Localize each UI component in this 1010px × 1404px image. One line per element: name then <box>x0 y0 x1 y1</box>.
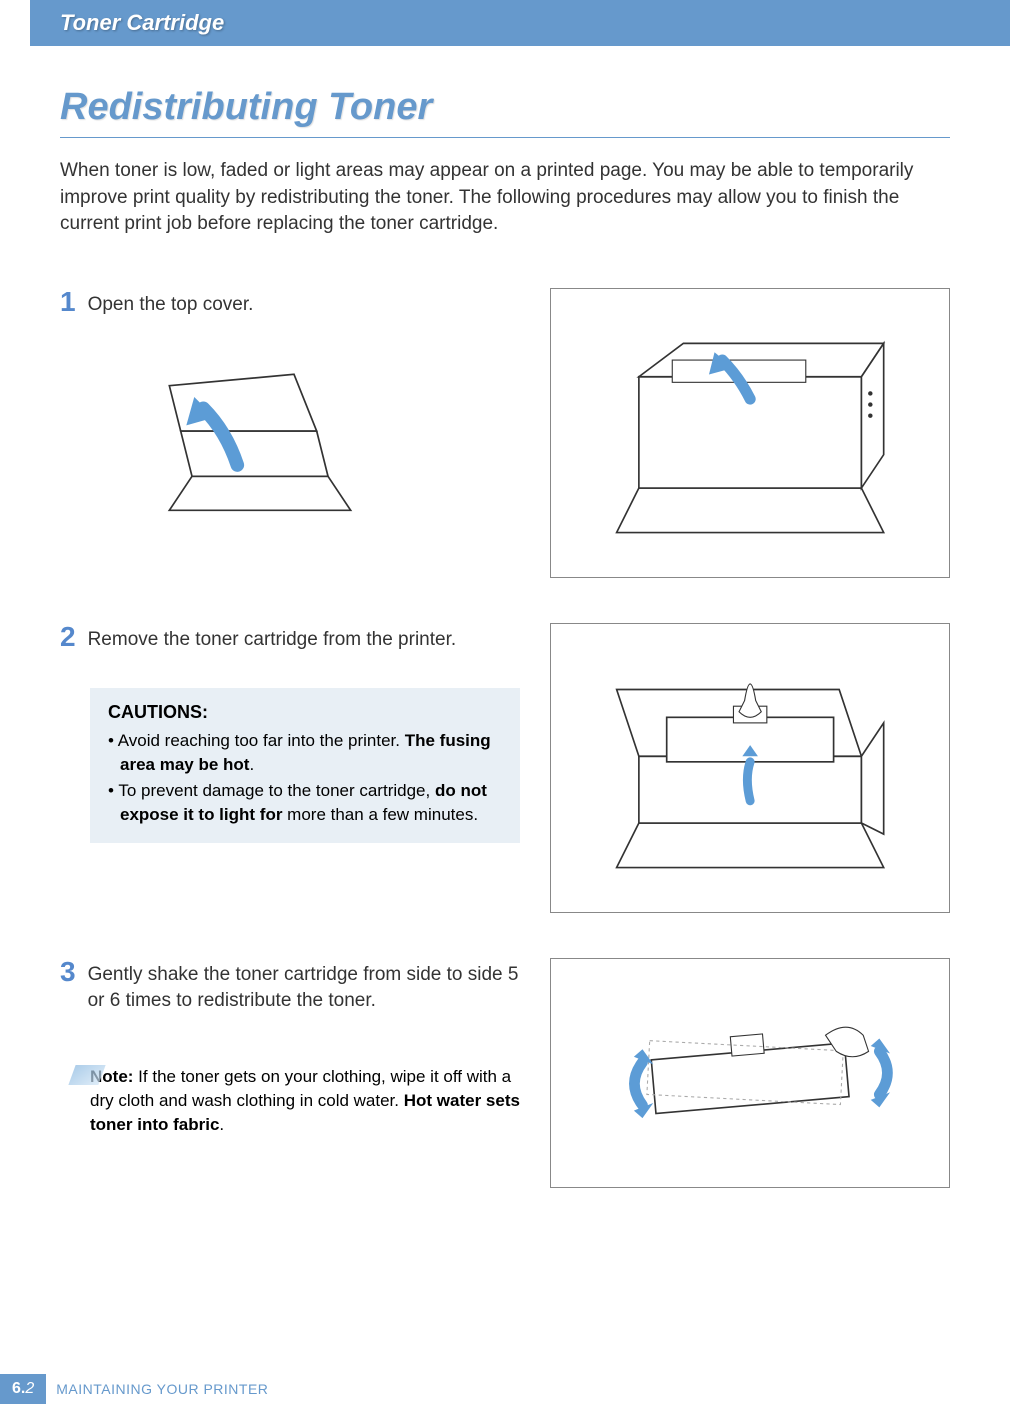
cautions-list: • Avoid reaching too far into the printe… <box>108 729 502 826</box>
caution-1-post: . <box>249 755 254 774</box>
page-number-box: 6.2 <box>0 1374 46 1404</box>
page-minor: 2 <box>25 1380 34 1397</box>
caution-item-1: • Avoid reaching too far into the printe… <box>108 729 502 777</box>
step-3: 3 Gently shake the toner cartridge from … <box>60 958 950 1188</box>
step-3-left: 3 Gently shake the toner cartridge from … <box>60 958 520 1137</box>
step-2-header: 2 Remove the toner cartridge from the pr… <box>60 623 520 654</box>
caution-2-pre: • To prevent damage to the toner cartrid… <box>108 781 435 800</box>
step-3-header: 3 Gently shake the toner cartridge from … <box>60 958 520 1015</box>
main-title: Redistributing Toner <box>60 86 950 129</box>
step-1-text: Open the top cover. <box>88 288 254 319</box>
header-title: Toner Cartridge <box>60 10 224 35</box>
caution-1-pre: • Avoid reaching too far into the printe… <box>108 731 405 750</box>
printer-open-cover-icon <box>141 363 379 533</box>
caution-item-2: • To prevent damage to the toner cartrid… <box>108 779 502 827</box>
cartridge-shake-icon <box>581 976 919 1170</box>
step-2-illustration <box>550 623 950 913</box>
step-3-number: 3 <box>60 958 76 986</box>
footer-section: MAINTAINING YOUR PRINTER <box>56 1381 268 1397</box>
cautions-box: CAUTIONS: • Avoid reaching too far into … <box>90 688 520 842</box>
step-2-left: 2 Remove the toner cartridge from the pr… <box>60 623 520 843</box>
step-2-text: Remove the toner cartridge from the prin… <box>88 623 457 654</box>
step-1-left: 1 Open the top cover. <box>60 288 520 549</box>
step-2: 2 Remove the toner cartridge from the pr… <box>60 623 950 913</box>
step-3-illustration <box>550 958 950 1188</box>
step-3-text: Gently shake the toner cartridge from si… <box>88 958 520 1015</box>
title-underline <box>60 137 950 138</box>
caution-2-post: more than a few minutes. <box>282 805 478 824</box>
step-1-illustration <box>550 288 950 578</box>
intro-text: When toner is low, faded or light areas … <box>60 158 950 238</box>
header-bar: Toner Cartridge <box>30 0 1010 46</box>
step-2-number: 2 <box>60 623 76 651</box>
step-1: 1 Open the top cover. <box>60 288 950 578</box>
page-content: Redistributing Toner When toner is low, … <box>0 46 1010 1188</box>
page-footer: 6.2 MAINTAINING YOUR PRINTER <box>0 1374 268 1404</box>
note-block: Note: If the toner gets on your clothing… <box>90 1065 520 1136</box>
cautions-title: CAUTIONS: <box>108 702 502 723</box>
step-1-small-illustration <box>120 348 400 548</box>
step-1-number: 1 <box>60 288 76 316</box>
note-text-post: . <box>219 1115 224 1134</box>
page-major: 6. <box>12 1380 25 1397</box>
printer-closed-icon <box>581 310 919 555</box>
printer-remove-cartridge-icon <box>581 645 919 890</box>
step-1-header: 1 Open the top cover. <box>60 288 520 319</box>
